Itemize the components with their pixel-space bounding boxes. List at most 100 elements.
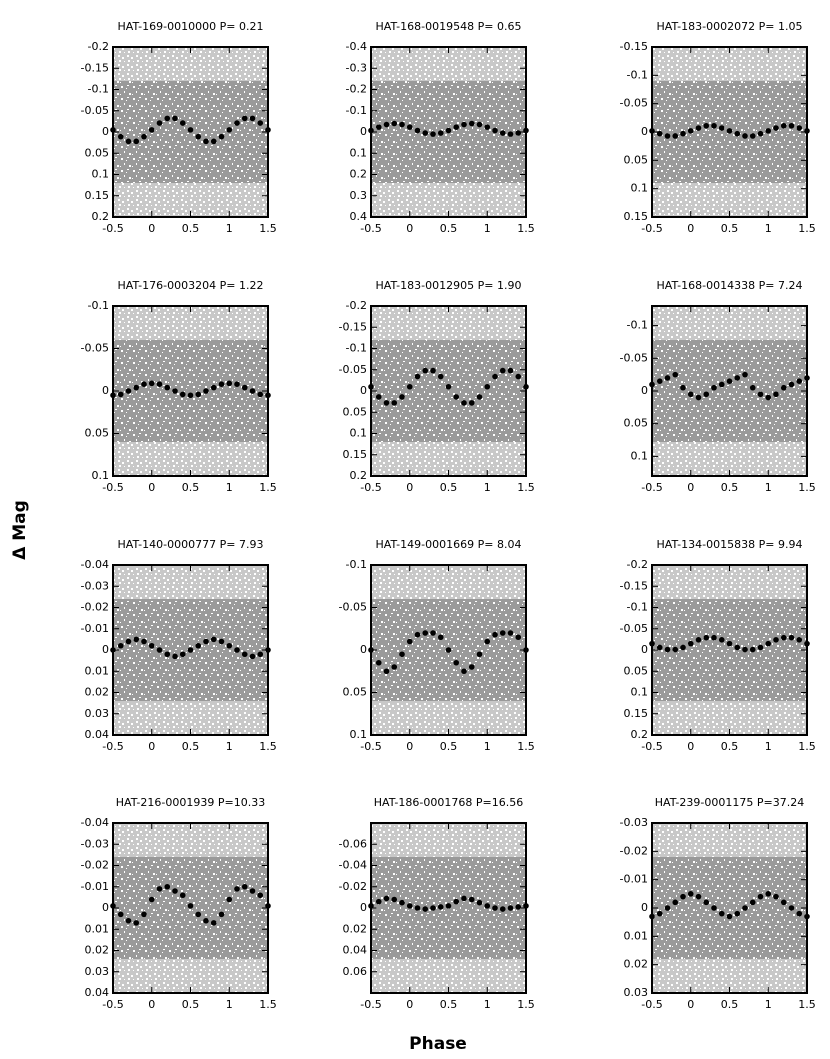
binned-point — [680, 384, 686, 391]
binned-point — [391, 400, 398, 406]
binned-point — [757, 130, 764, 137]
binned-point — [117, 642, 124, 649]
binned-point — [711, 384, 717, 391]
x-tick-label: 1.5 — [798, 222, 816, 235]
binned-point — [765, 394, 772, 401]
panel: HAT-216-0001939 P=10.33 -0.5 0 0.5 1 1.5 -0.04… — [81, 796, 277, 1011]
y-tick-label: -0.05 — [620, 622, 648, 635]
binned-point — [218, 133, 225, 140]
binned-point — [757, 893, 764, 900]
binned-point — [468, 896, 475, 903]
binned-point — [148, 127, 155, 133]
binned-point — [656, 910, 663, 917]
binned-point — [368, 647, 374, 653]
x-tick-label: 0 — [148, 998, 155, 1011]
binned-point — [257, 391, 264, 398]
binned-point — [210, 920, 217, 926]
binned-point — [687, 891, 694, 897]
binned-point — [687, 640, 694, 647]
binned-point — [203, 388, 209, 394]
panel-title: HAT-134-0015838 P= 9.94 — [657, 538, 803, 551]
binned-point — [234, 886, 240, 892]
binned-point — [656, 644, 663, 651]
y-tick-label: 0.1 — [631, 686, 649, 699]
binned-point — [437, 904, 444, 910]
binned-point — [249, 115, 256, 122]
x-tick-label: 0 — [148, 740, 155, 753]
x-tick-label: -0.5 — [641, 998, 662, 1011]
binned-point — [680, 130, 686, 137]
binned-point — [156, 886, 163, 892]
panel: HAT-183-0012905 P= 1.90 -0.5 0 0.5 1 1.5 -0.2 -… — [339, 279, 535, 494]
binned-point — [796, 910, 803, 917]
binned-point — [680, 893, 686, 900]
y-axis-label: Δ Mag — [10, 500, 30, 560]
y-tick-label: -0.1 — [627, 68, 648, 81]
binned-point — [203, 638, 209, 645]
binned-point — [804, 128, 810, 134]
x-tick-label: -0.5 — [102, 481, 123, 494]
binned-point — [749, 646, 756, 653]
y-tick-label: 0.15 — [624, 210, 649, 223]
binned-point — [125, 388, 132, 394]
binned-point — [476, 651, 483, 658]
scatter-cloud — [652, 857, 807, 959]
binned-point — [523, 903, 529, 909]
x-tick-label: 0 — [406, 481, 413, 494]
binned-point — [484, 903, 491, 909]
binned-point — [117, 133, 124, 140]
binned-point — [210, 636, 217, 643]
x-tick-label: 1 — [484, 222, 491, 235]
binned-point — [406, 638, 413, 645]
binned-point — [234, 381, 240, 388]
y-tick-label: -0.1 — [627, 601, 648, 614]
y-tick-label: 0.02 — [343, 922, 368, 935]
binned-point — [241, 384, 248, 391]
plot-frame — [651, 822, 808, 994]
x-tick-label: 1 — [226, 481, 233, 494]
binned-point — [383, 895, 390, 902]
binned-point — [226, 380, 233, 387]
y-tick-label: -0.02 — [81, 859, 109, 872]
binned-point — [241, 115, 248, 122]
y-tick-label: 0.01 — [85, 664, 110, 677]
binned-point — [375, 898, 382, 905]
binned-point — [742, 371, 748, 378]
binned-point — [414, 373, 421, 380]
binned-point — [179, 391, 186, 398]
binned-point — [734, 375, 741, 381]
binned-point — [195, 911, 202, 918]
binned-point — [148, 642, 155, 649]
y-tick-label: -0.04 — [81, 816, 109, 829]
binned-point — [164, 651, 171, 658]
y-tick-label: 0 — [102, 384, 109, 397]
binned-point — [241, 651, 248, 658]
binned-point — [695, 893, 702, 900]
x-tick-label: 1.5 — [517, 222, 535, 235]
y-tick-label: -0.1 — [88, 299, 109, 312]
y-tick-label: -0.05 — [81, 342, 109, 355]
x-tick-label: 1.5 — [259, 481, 277, 494]
binned-point — [672, 133, 679, 139]
x-tick-label: -0.5 — [102, 998, 123, 1011]
y-tick-label: 0.1 — [350, 728, 368, 741]
binned-point — [703, 391, 710, 398]
x-tick-label: 0 — [148, 222, 155, 235]
binned-point — [234, 120, 240, 126]
binned-point — [672, 646, 679, 653]
binned-point — [515, 373, 522, 380]
x-tick-label: 1.5 — [798, 740, 816, 753]
y-tick-label: 0.01 — [85, 922, 110, 935]
binned-point — [765, 128, 772, 134]
plot-frame — [370, 305, 527, 477]
binned-point — [368, 127, 374, 134]
x-tick-label: 1 — [484, 740, 491, 753]
binned-point — [375, 124, 382, 130]
binned-point — [703, 122, 710, 129]
binned-point — [476, 394, 483, 400]
binned-point — [375, 659, 382, 666]
y-tick-label: 0 — [360, 384, 367, 397]
binned-point — [718, 910, 725, 917]
panel: HAT-140-0000777 P= 7.93 -0.5 0 0.5 1 1.5 -0.04… — [81, 538, 277, 753]
binned-point — [523, 127, 529, 134]
